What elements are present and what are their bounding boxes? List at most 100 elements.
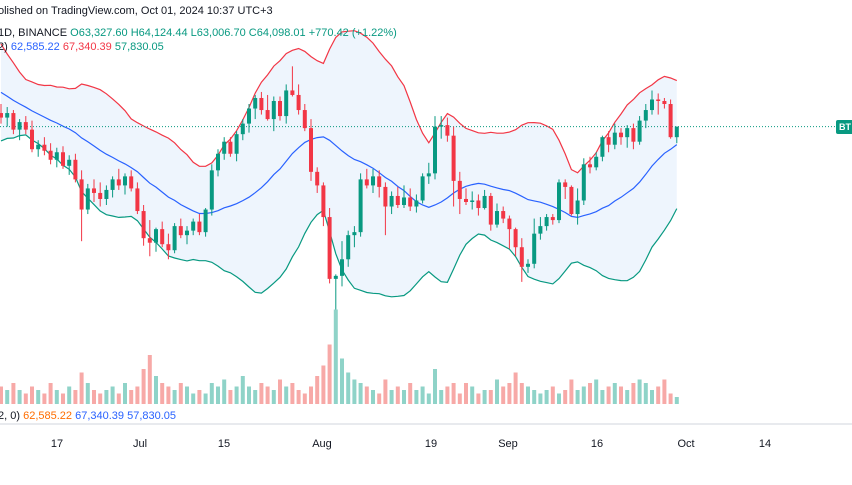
candle-body — [662, 100, 667, 105]
candle-body — [557, 182, 561, 221]
candle-body — [600, 137, 605, 157]
volume-bar — [420, 386, 425, 404]
candle-body — [569, 186, 574, 215]
bollinger-legend[interactable]: 2) 62,585.22 67,340.39 57,830.05 — [0, 41, 164, 53]
candle-body — [420, 176, 425, 201]
open-value: O63,327.60 — [70, 27, 128, 39]
candle-body — [538, 226, 543, 234]
volume-bar — [290, 383, 295, 404]
candle-body — [284, 90, 289, 117]
volume-bar — [23, 393, 28, 404]
candle-body — [216, 153, 220, 171]
bb-upper-value: 67,340.39 — [62, 41, 112, 53]
published-text: olished on TradingView.com, Oct 01, 2024… — [0, 5, 273, 17]
candle-body — [228, 141, 233, 154]
close-value: C64,098.01 — [248, 27, 306, 39]
volume-bar — [507, 383, 512, 404]
volume-bar — [650, 390, 654, 404]
candle-body — [588, 164, 592, 168]
volume-bar — [222, 379, 227, 404]
volume-bar — [457, 393, 462, 404]
published-line: olished on TradingView.com, Oct 01, 2024… — [0, 5, 273, 17]
volume-bar — [259, 383, 264, 404]
volume-bar — [563, 390, 568, 404]
volume-bb-legend[interactable]: 2, 0) 62,585.22 67,340.39 57,830.05 — [0, 410, 176, 422]
volume-bar — [495, 379, 499, 404]
candle-body — [333, 275, 338, 279]
bollinger-lower-line — [0, 134, 678, 298]
volume-bar — [371, 390, 375, 404]
volume-bar — [209, 383, 214, 404]
candle-body — [488, 195, 493, 225]
candle-body — [532, 233, 537, 264]
volume-bar — [414, 390, 419, 404]
volume-bar — [284, 386, 289, 404]
candle-body — [209, 170, 214, 210]
volume-bar — [600, 390, 605, 404]
volume-bar — [575, 390, 580, 404]
candle-body — [457, 180, 462, 199]
candle-body — [433, 126, 437, 174]
volume-bar — [377, 393, 382, 404]
candle-body — [408, 197, 413, 207]
volume-bar — [191, 393, 196, 404]
candle-body — [519, 247, 524, 267]
candle-body — [296, 94, 301, 111]
volume-bar — [439, 390, 444, 404]
volume-bar — [135, 386, 140, 404]
volume-bar — [594, 379, 599, 404]
candle-body — [575, 200, 580, 215]
time-axis-label: 17 — [51, 438, 63, 450]
candle-body — [364, 179, 369, 186]
volume-bar — [482, 390, 487, 404]
time-axis: 17 Jul 15 Aug 19 Sep 16 Oct 14 — [0, 423, 852, 450]
time-axis-label: 19 — [425, 438, 437, 450]
candle-body — [5, 113, 10, 118]
volume-bar — [17, 390, 22, 404]
candle-body — [637, 120, 642, 142]
bb-lower-value: 57,830.05 — [114, 41, 164, 53]
volume-bar — [395, 386, 400, 404]
candle-body — [253, 97, 258, 109]
candle-body — [73, 159, 78, 180]
candle-body — [668, 104, 673, 138]
volume-bar — [464, 383, 468, 404]
candle-body — [278, 100, 282, 117]
volume-bar — [302, 393, 307, 404]
candle-body — [451, 135, 456, 181]
volume-bar — [364, 386, 369, 404]
volume-bar — [383, 379, 388, 404]
volume-bar — [550, 386, 555, 404]
candle-body — [11, 113, 16, 130]
volume-bar — [569, 379, 574, 404]
volume-bar — [54, 390, 59, 404]
candle-body — [426, 173, 431, 177]
candle-body — [352, 232, 357, 236]
volume-bar — [253, 390, 258, 404]
candle-body — [544, 217, 549, 227]
candle-body — [625, 128, 630, 138]
volume-bar — [92, 390, 96, 404]
candle-body — [42, 144, 47, 151]
candle-body — [674, 126, 679, 138]
volume-bar — [216, 386, 220, 404]
candle-body — [631, 128, 636, 142]
candle-body — [166, 244, 171, 251]
candle-body — [67, 159, 72, 166]
candle-body — [464, 198, 468, 202]
candle-body — [402, 197, 406, 206]
volume-bar — [532, 390, 537, 404]
volume-bar — [147, 355, 152, 404]
candle-body — [129, 176, 134, 189]
volume-bar — [402, 390, 406, 404]
candle-body — [234, 134, 239, 154]
vol-bb-lower-value: 57,830.05 — [127, 410, 177, 422]
candle-body — [315, 171, 320, 186]
symbol-interval: 1D, BINANCE — [0, 27, 68, 39]
volume-bar — [451, 383, 456, 404]
volume-bar — [501, 386, 506, 404]
candle-body — [110, 179, 115, 190]
candle-body — [346, 235, 351, 260]
